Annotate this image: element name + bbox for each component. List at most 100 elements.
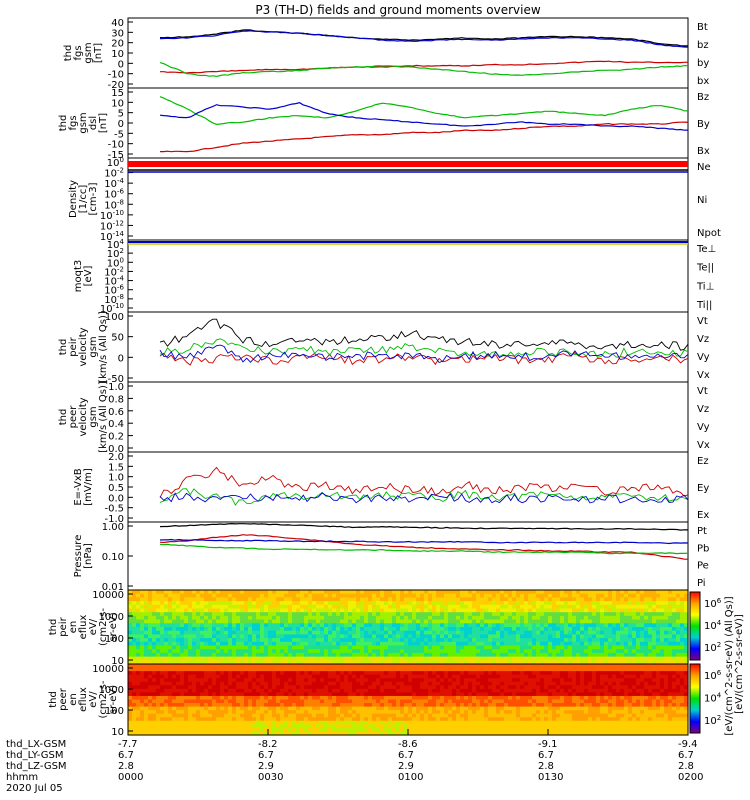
heatmap-cell bbox=[556, 590, 561, 595]
heatmap-cell bbox=[404, 692, 409, 697]
heatmap-cell bbox=[272, 699, 277, 704]
heatmap-cell bbox=[348, 630, 353, 635]
heatmap-cell bbox=[556, 619, 561, 624]
heatmap-cell bbox=[148, 685, 153, 690]
heatmap-cell bbox=[444, 638, 449, 643]
heatmap-cell bbox=[232, 604, 237, 610]
heatmap-cell bbox=[408, 630, 413, 635]
heatmap-cell bbox=[316, 678, 321, 683]
heatmap-cell bbox=[640, 623, 645, 628]
heatmap-cell bbox=[276, 601, 281, 606]
heatmap-cell bbox=[404, 674, 409, 679]
heatmap-cell bbox=[128, 627, 133, 632]
heatmap-cell bbox=[224, 590, 229, 595]
heatmap-cell bbox=[296, 634, 301, 639]
heatmap-cell bbox=[156, 731, 161, 736]
heatmap-cell bbox=[308, 667, 313, 672]
heatmap-cell bbox=[404, 619, 409, 624]
heatmap-cell bbox=[156, 660, 161, 665]
heatmap-cell bbox=[416, 724, 421, 729]
heatmap-cell bbox=[388, 593, 393, 598]
heatmap-cell bbox=[140, 623, 145, 628]
heatmap-cell bbox=[452, 720, 457, 725]
heatmap-cell bbox=[372, 664, 377, 669]
heatmap-cell bbox=[368, 638, 373, 643]
heatmap-cell bbox=[156, 710, 161, 715]
heatmap-cell bbox=[512, 660, 517, 665]
heatmap-cell bbox=[324, 678, 329, 683]
heatmap-cell bbox=[328, 656, 333, 661]
heatmap-cell bbox=[372, 681, 377, 686]
heatmap-cell bbox=[188, 619, 193, 624]
heatmap-cell bbox=[132, 695, 137, 701]
heatmap-cell bbox=[524, 615, 529, 621]
heatmap-cell bbox=[536, 608, 541, 613]
heatmap-cell bbox=[356, 608, 361, 613]
heatmap-cell bbox=[232, 590, 237, 595]
heatmap-cell bbox=[588, 634, 593, 639]
heatmap-cell bbox=[408, 660, 413, 665]
heatmap-cell bbox=[276, 623, 281, 628]
legend-Vy: Vy bbox=[697, 422, 710, 433]
heatmap-cell bbox=[284, 597, 289, 602]
heatmap-cell bbox=[356, 593, 361, 598]
heatmap-cell bbox=[220, 652, 225, 658]
heatmap-cell bbox=[448, 695, 453, 701]
heatmap-cell bbox=[368, 612, 373, 617]
heatmap-cell bbox=[300, 623, 305, 628]
heatmap-cell bbox=[360, 641, 365, 647]
heatmap-cell bbox=[416, 664, 421, 669]
heatmap-cell bbox=[420, 720, 425, 725]
heatmap-cell bbox=[452, 699, 457, 704]
heatmap-cell bbox=[404, 713, 409, 718]
heatmap-cell bbox=[588, 597, 593, 602]
heatmap-cell bbox=[192, 615, 197, 621]
heatmap-cell bbox=[164, 638, 169, 643]
heatmap-cell bbox=[600, 630, 605, 635]
heatmap-cell bbox=[364, 619, 369, 624]
heatmap-cell bbox=[236, 597, 241, 602]
heatmap-cell bbox=[440, 706, 445, 711]
heatmap-cell bbox=[348, 717, 353, 722]
heatmap-cell bbox=[312, 604, 317, 610]
legend-Ti||: Ti|| bbox=[696, 300, 712, 311]
heatmap-cell bbox=[236, 720, 241, 725]
heatmap-cell bbox=[156, 692, 161, 697]
heatmap-cell bbox=[492, 597, 497, 602]
heatmap-cell bbox=[240, 699, 245, 704]
heatmap-cell bbox=[512, 619, 517, 624]
heatmap-cell bbox=[188, 664, 193, 669]
heatmap-cell bbox=[396, 652, 401, 658]
heatmap-cell bbox=[236, 699, 241, 704]
heatmap-cell bbox=[428, 664, 433, 669]
heatmap-cell bbox=[188, 615, 193, 621]
heatmap-cell bbox=[176, 604, 181, 610]
heatmap-cell bbox=[500, 720, 505, 725]
series-Bz bbox=[160, 121, 689, 153]
heatmap-cell bbox=[284, 695, 289, 701]
heatmap-cell bbox=[460, 619, 465, 624]
heatmap-cell bbox=[564, 627, 569, 632]
heatmap-cell bbox=[496, 703, 501, 708]
heatmap-cell bbox=[176, 713, 181, 718]
heatmap-cell bbox=[140, 634, 145, 639]
heatmap-cell bbox=[164, 671, 169, 676]
heatmap-cell bbox=[496, 597, 501, 602]
heatmap-cell bbox=[480, 597, 485, 602]
heatmap-cell bbox=[280, 649, 285, 654]
heatmap-cell bbox=[172, 638, 177, 643]
heatmap-cell bbox=[636, 619, 641, 624]
heatmap-cell bbox=[152, 604, 157, 610]
heatmap-cell bbox=[616, 601, 621, 606]
heatmap-cell bbox=[152, 634, 157, 639]
heatmap-cell bbox=[440, 604, 445, 610]
heatmap-cell bbox=[152, 619, 157, 624]
heatmap-cell bbox=[520, 685, 525, 690]
heatmap-cell bbox=[384, 649, 389, 654]
heatmap-cell bbox=[332, 634, 337, 639]
heatmap-cell bbox=[364, 645, 369, 650]
heatmap-cell bbox=[352, 638, 357, 643]
heatmap-cell bbox=[488, 720, 493, 725]
heatmap-cell bbox=[176, 720, 181, 725]
heatmap-cell bbox=[472, 656, 477, 661]
